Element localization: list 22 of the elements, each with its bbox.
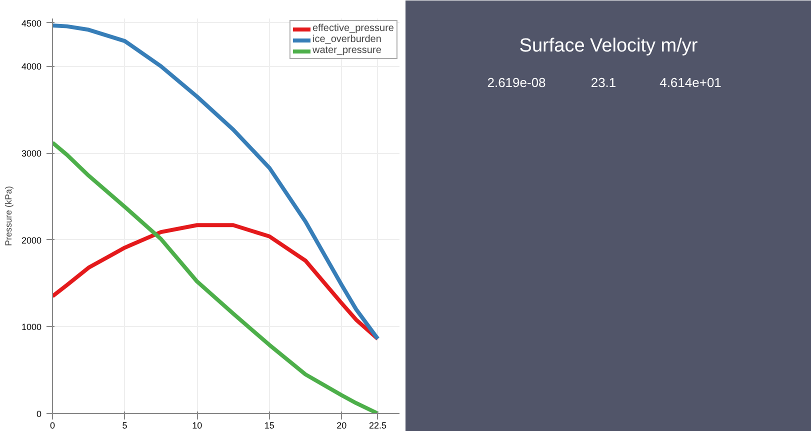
text: 23.1: [590, 75, 616, 90]
line-series: [52, 140, 380, 414]
y-tick-label: 3000: [21, 148, 42, 159]
x-tick-label: 0: [50, 420, 56, 430]
legend-label: effective_pressure: [312, 23, 394, 34]
x-tick-label: 5: [122, 420, 128, 430]
x-tick-label: 15: [264, 420, 274, 430]
x-tick-label: 22.5: [369, 420, 387, 430]
y-tick-label: 0: [36, 409, 42, 419]
x-tick-label: 20: [336, 420, 347, 430]
legend-label: water_pressure: [312, 45, 382, 56]
text: 2.619e-08: [487, 75, 546, 90]
y-tick-label: 4500: [21, 18, 42, 28]
y-tick-label: 2000: [21, 235, 42, 246]
line-series: [52, 223, 380, 341]
y-axis-title: Pressure (kPa): [3, 186, 14, 246]
y-tick-label: 1000: [21, 322, 42, 332]
legend-label: ice_overburden: [312, 34, 382, 45]
x-tick-label: 10: [192, 420, 202, 430]
text: Surface Velocity m/yr: [519, 35, 698, 56]
y-tick-label: 4000: [21, 62, 42, 72]
text: 4.614e+01: [660, 75, 722, 90]
